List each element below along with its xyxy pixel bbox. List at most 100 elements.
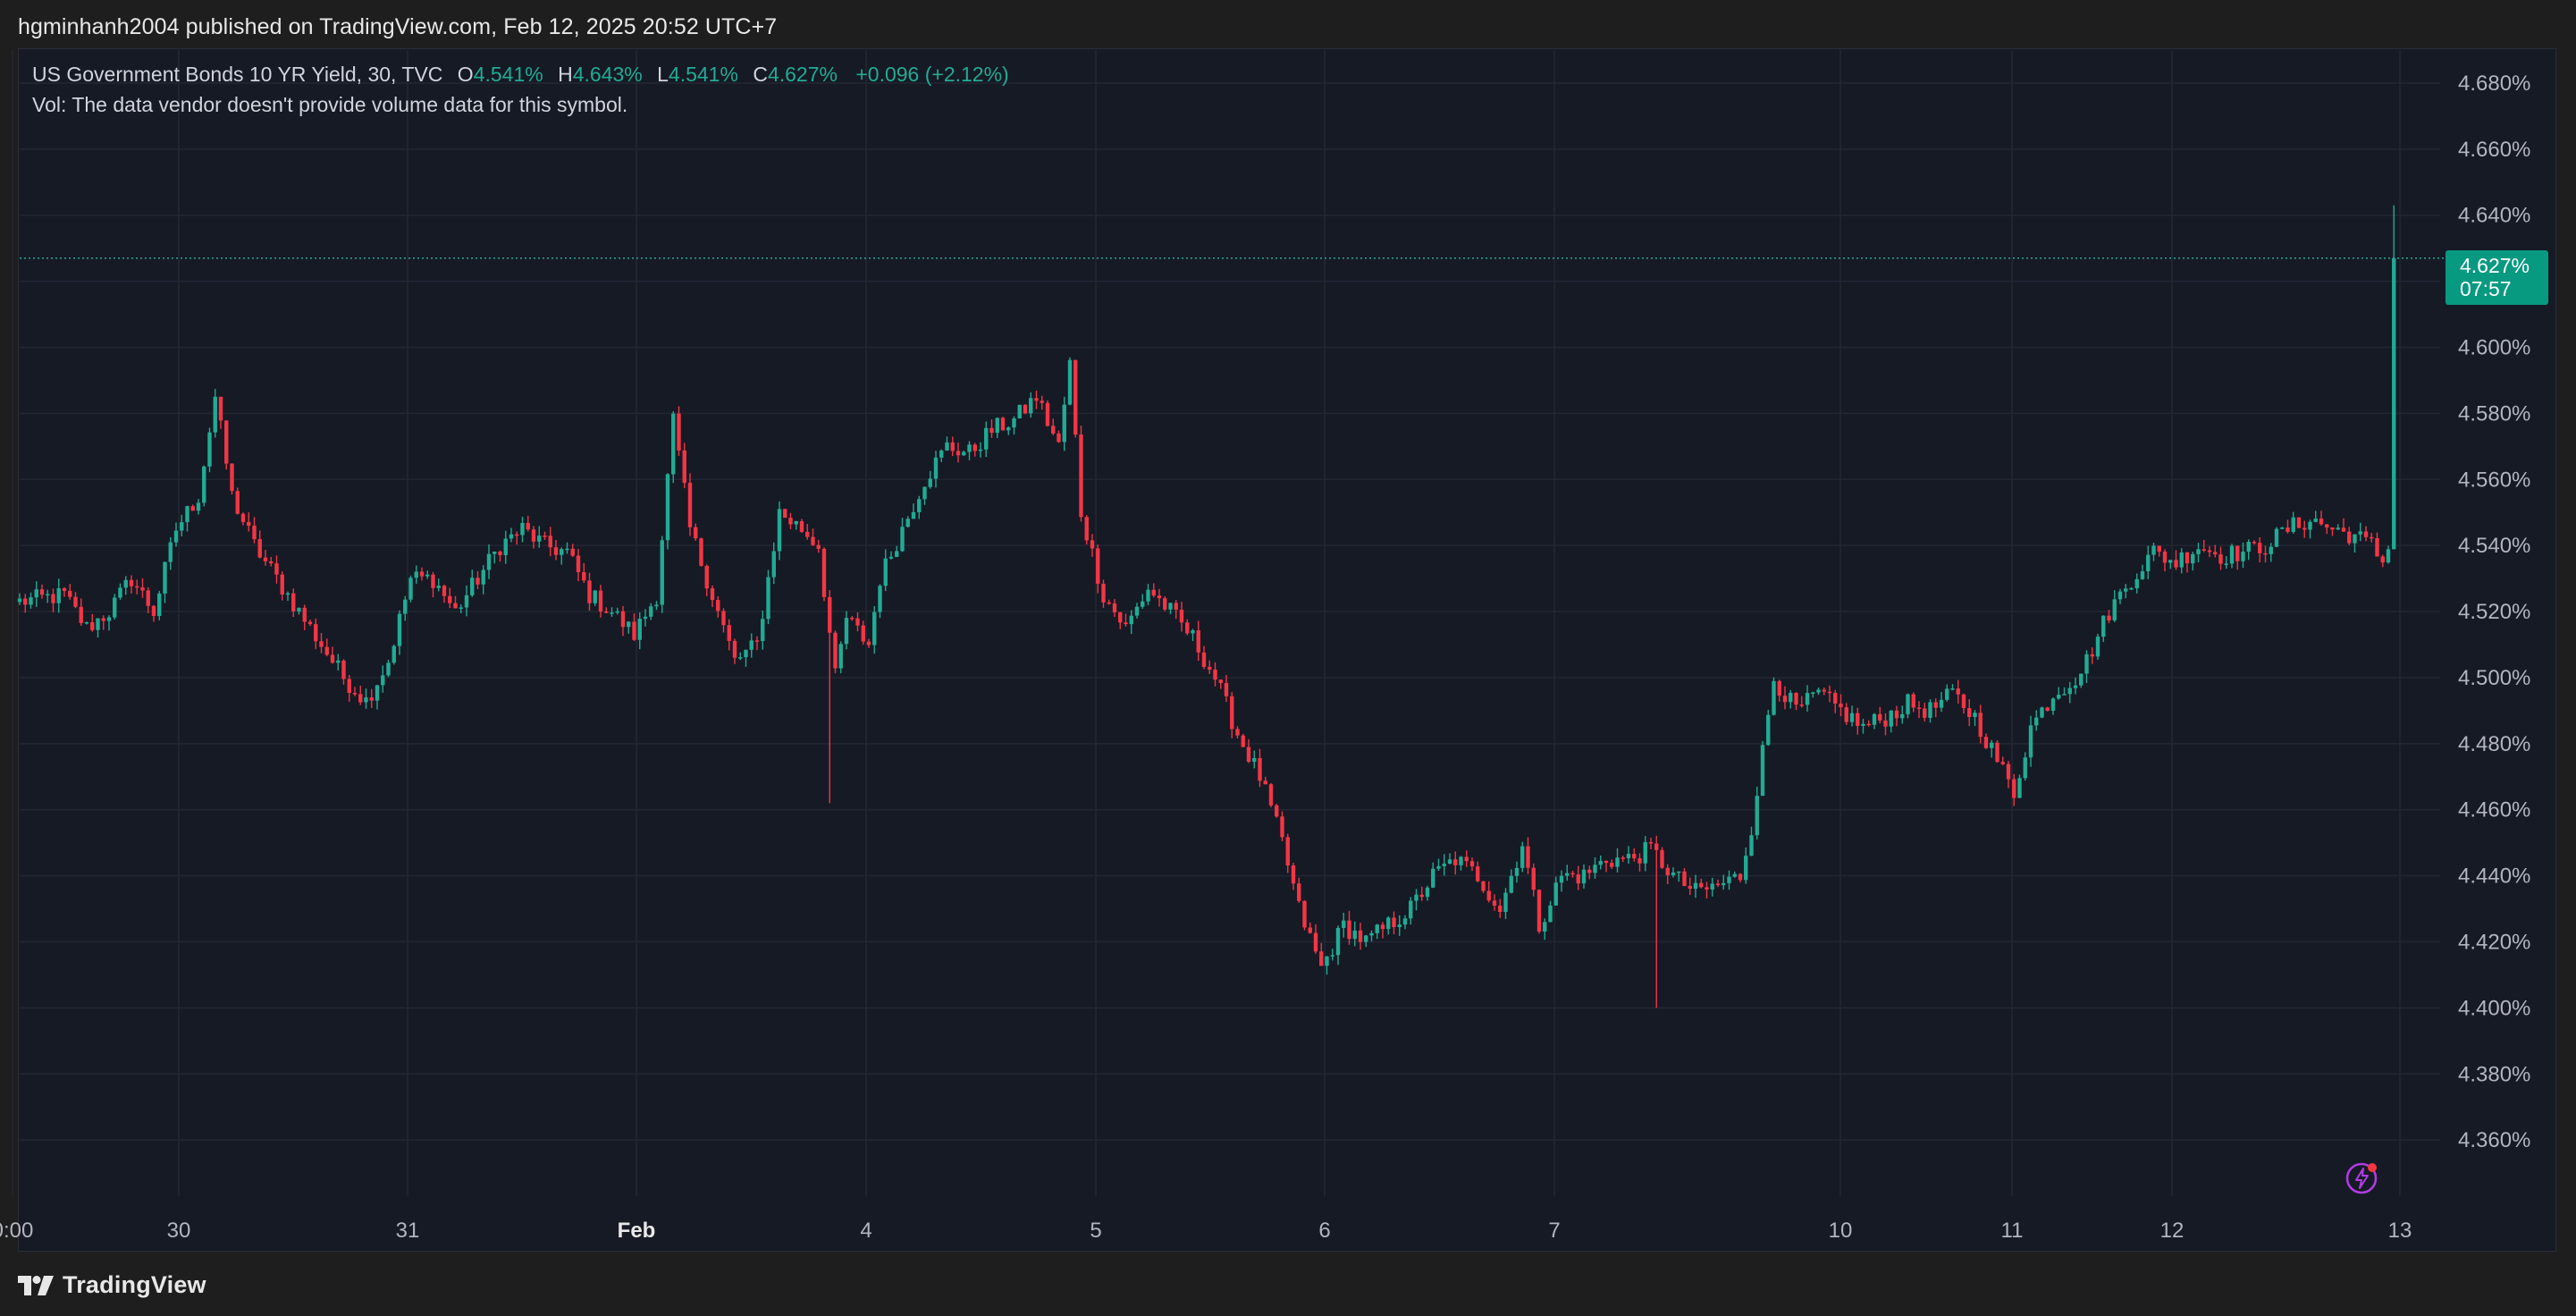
candle — [498, 550, 502, 562]
candle — [375, 685, 380, 710]
candle — [1364, 934, 1368, 948]
candle — [314, 618, 318, 650]
candle — [610, 607, 614, 618]
candle-body — [2179, 552, 2184, 568]
candle-body — [1297, 883, 1301, 901]
candle — [1961, 693, 1966, 714]
candle — [1978, 704, 1983, 744]
candle-body — [190, 506, 195, 511]
candle — [783, 509, 787, 519]
candle-body — [1342, 920, 1346, 928]
candle-body — [1146, 589, 1150, 602]
candle-body — [1380, 924, 1385, 930]
candle — [84, 621, 89, 625]
candle — [431, 571, 435, 598]
candle — [2235, 545, 2240, 570]
candle-body — [928, 478, 932, 487]
candle — [950, 436, 955, 457]
candle — [257, 530, 262, 559]
candle — [777, 501, 782, 561]
candle — [1023, 404, 1028, 415]
candle — [1380, 922, 1385, 939]
candle — [129, 575, 134, 594]
candle — [2263, 545, 2268, 563]
candle — [560, 547, 564, 565]
candle-body — [1291, 865, 1296, 884]
legend-high-key: H — [558, 63, 573, 86]
candle — [694, 523, 698, 541]
candle-body — [324, 646, 329, 655]
candle — [425, 570, 430, 579]
candle — [2045, 706, 2050, 712]
candle-body — [1375, 924, 1379, 933]
candle-body — [218, 396, 223, 421]
candle-body — [2241, 552, 2245, 561]
candle-body — [431, 574, 435, 588]
candle-body — [2207, 550, 2212, 553]
candle — [2347, 527, 2352, 545]
candle — [1738, 873, 1743, 883]
candle — [324, 638, 329, 657]
candle-body — [1302, 900, 1307, 928]
candle-body — [341, 660, 346, 679]
candle-body — [610, 612, 614, 614]
candle-body — [448, 595, 452, 603]
candle — [671, 410, 676, 484]
candle-body — [794, 520, 798, 525]
candle-body — [1945, 688, 1949, 700]
candle — [1330, 949, 1334, 961]
candle — [749, 633, 753, 658]
candle-body — [1045, 402, 1050, 426]
candle — [1308, 922, 1312, 934]
candle — [1029, 392, 1033, 418]
candle — [29, 592, 33, 609]
candle-body — [1654, 843, 1659, 850]
candle-body — [632, 621, 636, 640]
candle — [1587, 865, 1592, 880]
candle — [1297, 877, 1301, 903]
candle-body — [682, 450, 686, 484]
time-axis-label: 31 — [396, 1219, 420, 1243]
candle — [2000, 756, 2005, 766]
candle-body — [2084, 654, 2089, 674]
candle-body — [844, 618, 849, 645]
candle-body — [2124, 588, 2128, 592]
lightning-bolt-icon[interactable] — [2345, 1160, 2379, 1194]
time-axis-label: 30 — [167, 1219, 191, 1243]
candle-body — [2034, 717, 2039, 726]
footer-brand[interactable]: TradingView — [18, 1271, 206, 1299]
candle-body — [386, 662, 391, 676]
candle-body — [788, 518, 793, 525]
candle-body — [1536, 890, 1542, 932]
candle-body — [1520, 846, 1525, 868]
candle — [515, 531, 519, 545]
candle-body — [29, 597, 33, 605]
candle — [682, 443, 686, 489]
candle-body — [620, 611, 626, 628]
candle-body — [1615, 857, 1620, 867]
candle-body — [347, 679, 351, 694]
candle-body — [2185, 552, 2190, 564]
candle — [1710, 877, 1714, 897]
candle-body — [811, 536, 815, 545]
candle — [2196, 543, 2201, 562]
candle — [2325, 524, 2329, 535]
candle — [168, 536, 173, 570]
candle — [537, 526, 542, 548]
candle-body — [509, 534, 514, 539]
time-axis-label: 12 — [2160, 1219, 2185, 1243]
candle-body — [381, 675, 385, 686]
candle — [336, 654, 341, 671]
candle-body — [967, 444, 972, 452]
candle-body — [1923, 708, 1927, 718]
candle-body — [1833, 692, 1838, 704]
candle — [51, 588, 55, 612]
candle — [744, 649, 748, 667]
candle — [1129, 610, 1133, 634]
candle — [1849, 705, 1855, 727]
candle — [939, 449, 944, 463]
candle-body — [1347, 920, 1351, 940]
candle-body — [2269, 546, 2273, 554]
candle — [699, 537, 703, 567]
